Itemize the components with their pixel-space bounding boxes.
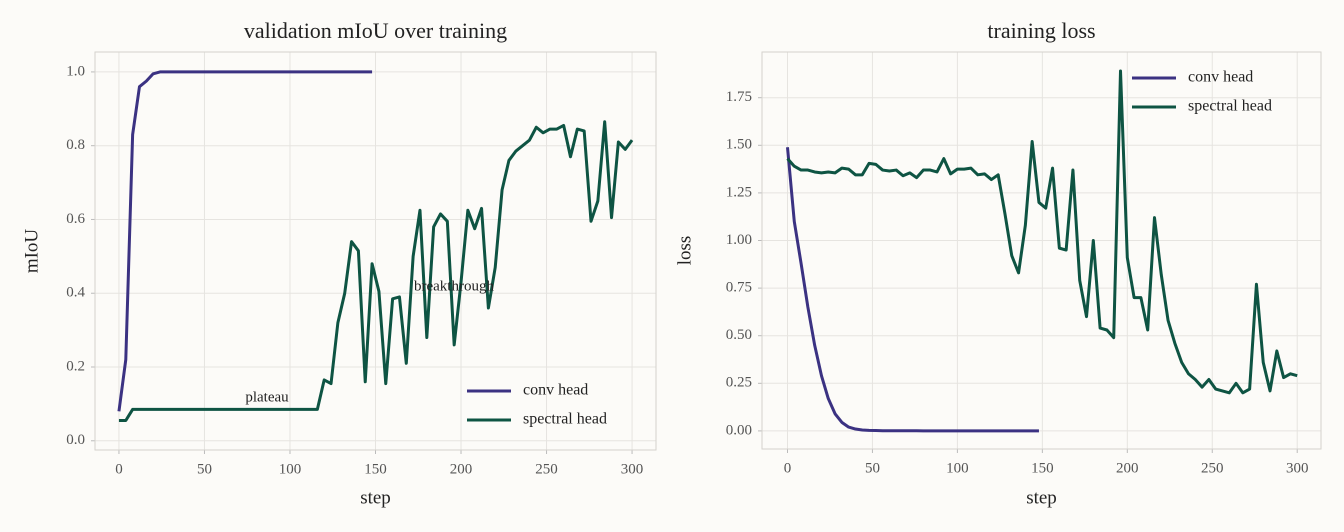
- legend-label: conv head: [1188, 69, 1253, 86]
- y-axis-label: loss: [674, 236, 695, 266]
- x-tick-label: 0: [115, 461, 123, 477]
- y-tick-label: 0.50: [726, 327, 752, 343]
- plot-frame: [94, 51, 657, 451]
- x-tick-label: 300: [1286, 460, 1309, 476]
- y-tick-label: 0.6: [66, 211, 85, 227]
- x-tick-label: 0: [784, 460, 792, 476]
- y-tick-label: 1.00: [726, 232, 752, 248]
- legend-label: conv head: [523, 382, 588, 399]
- chart-title: training loss: [987, 18, 1095, 43]
- y-axis-label: mIoU: [21, 229, 42, 274]
- x-tick-label: 50: [197, 461, 212, 477]
- y-tick-label: 1.50: [726, 137, 752, 153]
- series-line: [786, 69, 1298, 395]
- x-tick-label: 100: [279, 461, 302, 477]
- y-tick-label: 0.00: [726, 422, 752, 438]
- y-tick-label: 0.4: [66, 285, 85, 301]
- x-tick-label: 150: [364, 461, 387, 477]
- annotation: plateau: [245, 389, 289, 405]
- x-tick-label: 300: [621, 461, 644, 477]
- y-tick-label: 1.75: [726, 89, 752, 105]
- y-tick-label: 0.8: [66, 137, 85, 153]
- series-line: [785, 147, 1039, 433]
- x-tick-label: 250: [535, 461, 558, 477]
- x-tick-label: 100: [946, 460, 969, 476]
- x-tick-label: 200: [1116, 460, 1139, 476]
- x-axis-label: step: [1026, 487, 1057, 508]
- y-tick-label: 1.0: [66, 63, 85, 79]
- series-line: [118, 120, 634, 422]
- annotation: breakthrough: [414, 278, 494, 294]
- y-tick-label: 1.25: [726, 184, 752, 200]
- series-line: [117, 70, 373, 412]
- y-tick-label: 0.2: [66, 358, 85, 374]
- legend-label: spectral head: [523, 411, 607, 428]
- x-tick-label: 250: [1201, 460, 1224, 476]
- y-tick-label: 0.75: [726, 280, 752, 296]
- x-tick-label: 50: [865, 460, 880, 476]
- x-axis-label: step: [360, 487, 391, 508]
- x-tick-label: 200: [450, 461, 473, 477]
- plot-frame: [761, 51, 1322, 450]
- chart-title: validation mIoU over training: [244, 18, 507, 43]
- legend-label: spectral head: [1188, 98, 1272, 115]
- y-tick-label: 0.0: [66, 432, 85, 448]
- x-tick-label: 150: [1031, 460, 1054, 476]
- y-tick-label: 0.25: [726, 375, 752, 391]
